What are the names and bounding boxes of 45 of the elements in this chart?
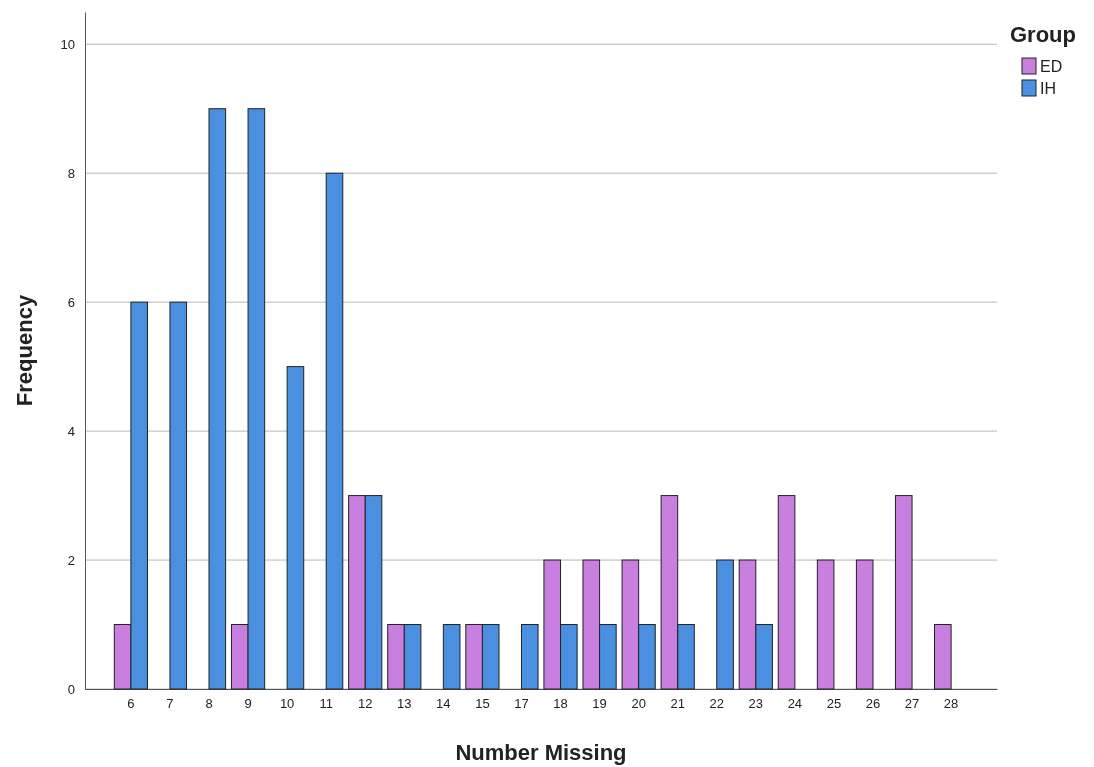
legend-title: Group — [1010, 22, 1076, 47]
x-tick-label: 11 — [319, 696, 333, 712]
x-tick-label: 13 — [397, 696, 412, 712]
x-tick-label: 23 — [748, 696, 764, 712]
x-tick-label: 10 — [279, 696, 295, 712]
x-tick-label: 14 — [436, 696, 451, 712]
bar — [777, 495, 796, 690]
bar — [325, 172, 344, 690]
bar — [442, 624, 461, 690]
x-tick-label: 21 — [670, 696, 685, 712]
bar — [208, 108, 227, 690]
x-tick-label: 27 — [904, 696, 920, 712]
bar — [934, 624, 952, 690]
x-tick-label: 22 — [709, 696, 724, 712]
x-tick-label: 24 — [787, 696, 803, 712]
y-tick-label: 8 — [67, 165, 75, 181]
y-tick-label: 4 — [67, 423, 75, 439]
y-tick-label: 2 — [67, 552, 75, 568]
bar — [855, 559, 874, 690]
bar — [716, 559, 734, 690]
legend-label: IH — [1040, 80, 1056, 97]
bar — [520, 624, 539, 690]
x-tick-label: 8 — [205, 696, 213, 712]
bar — [169, 301, 188, 690]
x-tick-label: 26 — [865, 696, 881, 712]
x-axis-title: Number Missing — [455, 740, 627, 765]
x-tick-label: 6 — [127, 696, 135, 712]
bar — [894, 495, 913, 690]
y-axis-title: Frequency — [12, 294, 37, 407]
legend-label: ED — [1040, 58, 1063, 75]
bar — [816, 559, 835, 690]
x-tick-label: 25 — [826, 696, 842, 712]
x-tick-label: 12 — [358, 696, 373, 712]
x-tick-label: 28 — [943, 696, 959, 712]
x-tick-label: 15 — [475, 696, 490, 712]
x-tick-label: 7 — [166, 696, 174, 712]
y-tick-label: 10 — [60, 36, 75, 52]
bar — [286, 366, 305, 690]
x-tick-label: 18 — [553, 696, 568, 712]
x-tick-label: 20 — [631, 696, 646, 712]
x-tick-label: 19 — [592, 696, 607, 712]
x-tick-label: 17 — [514, 696, 529, 712]
y-tick-label: 6 — [67, 294, 75, 310]
y-tick-label: 0 — [67, 681, 75, 697]
x-tick-label: 9 — [244, 696, 252, 712]
